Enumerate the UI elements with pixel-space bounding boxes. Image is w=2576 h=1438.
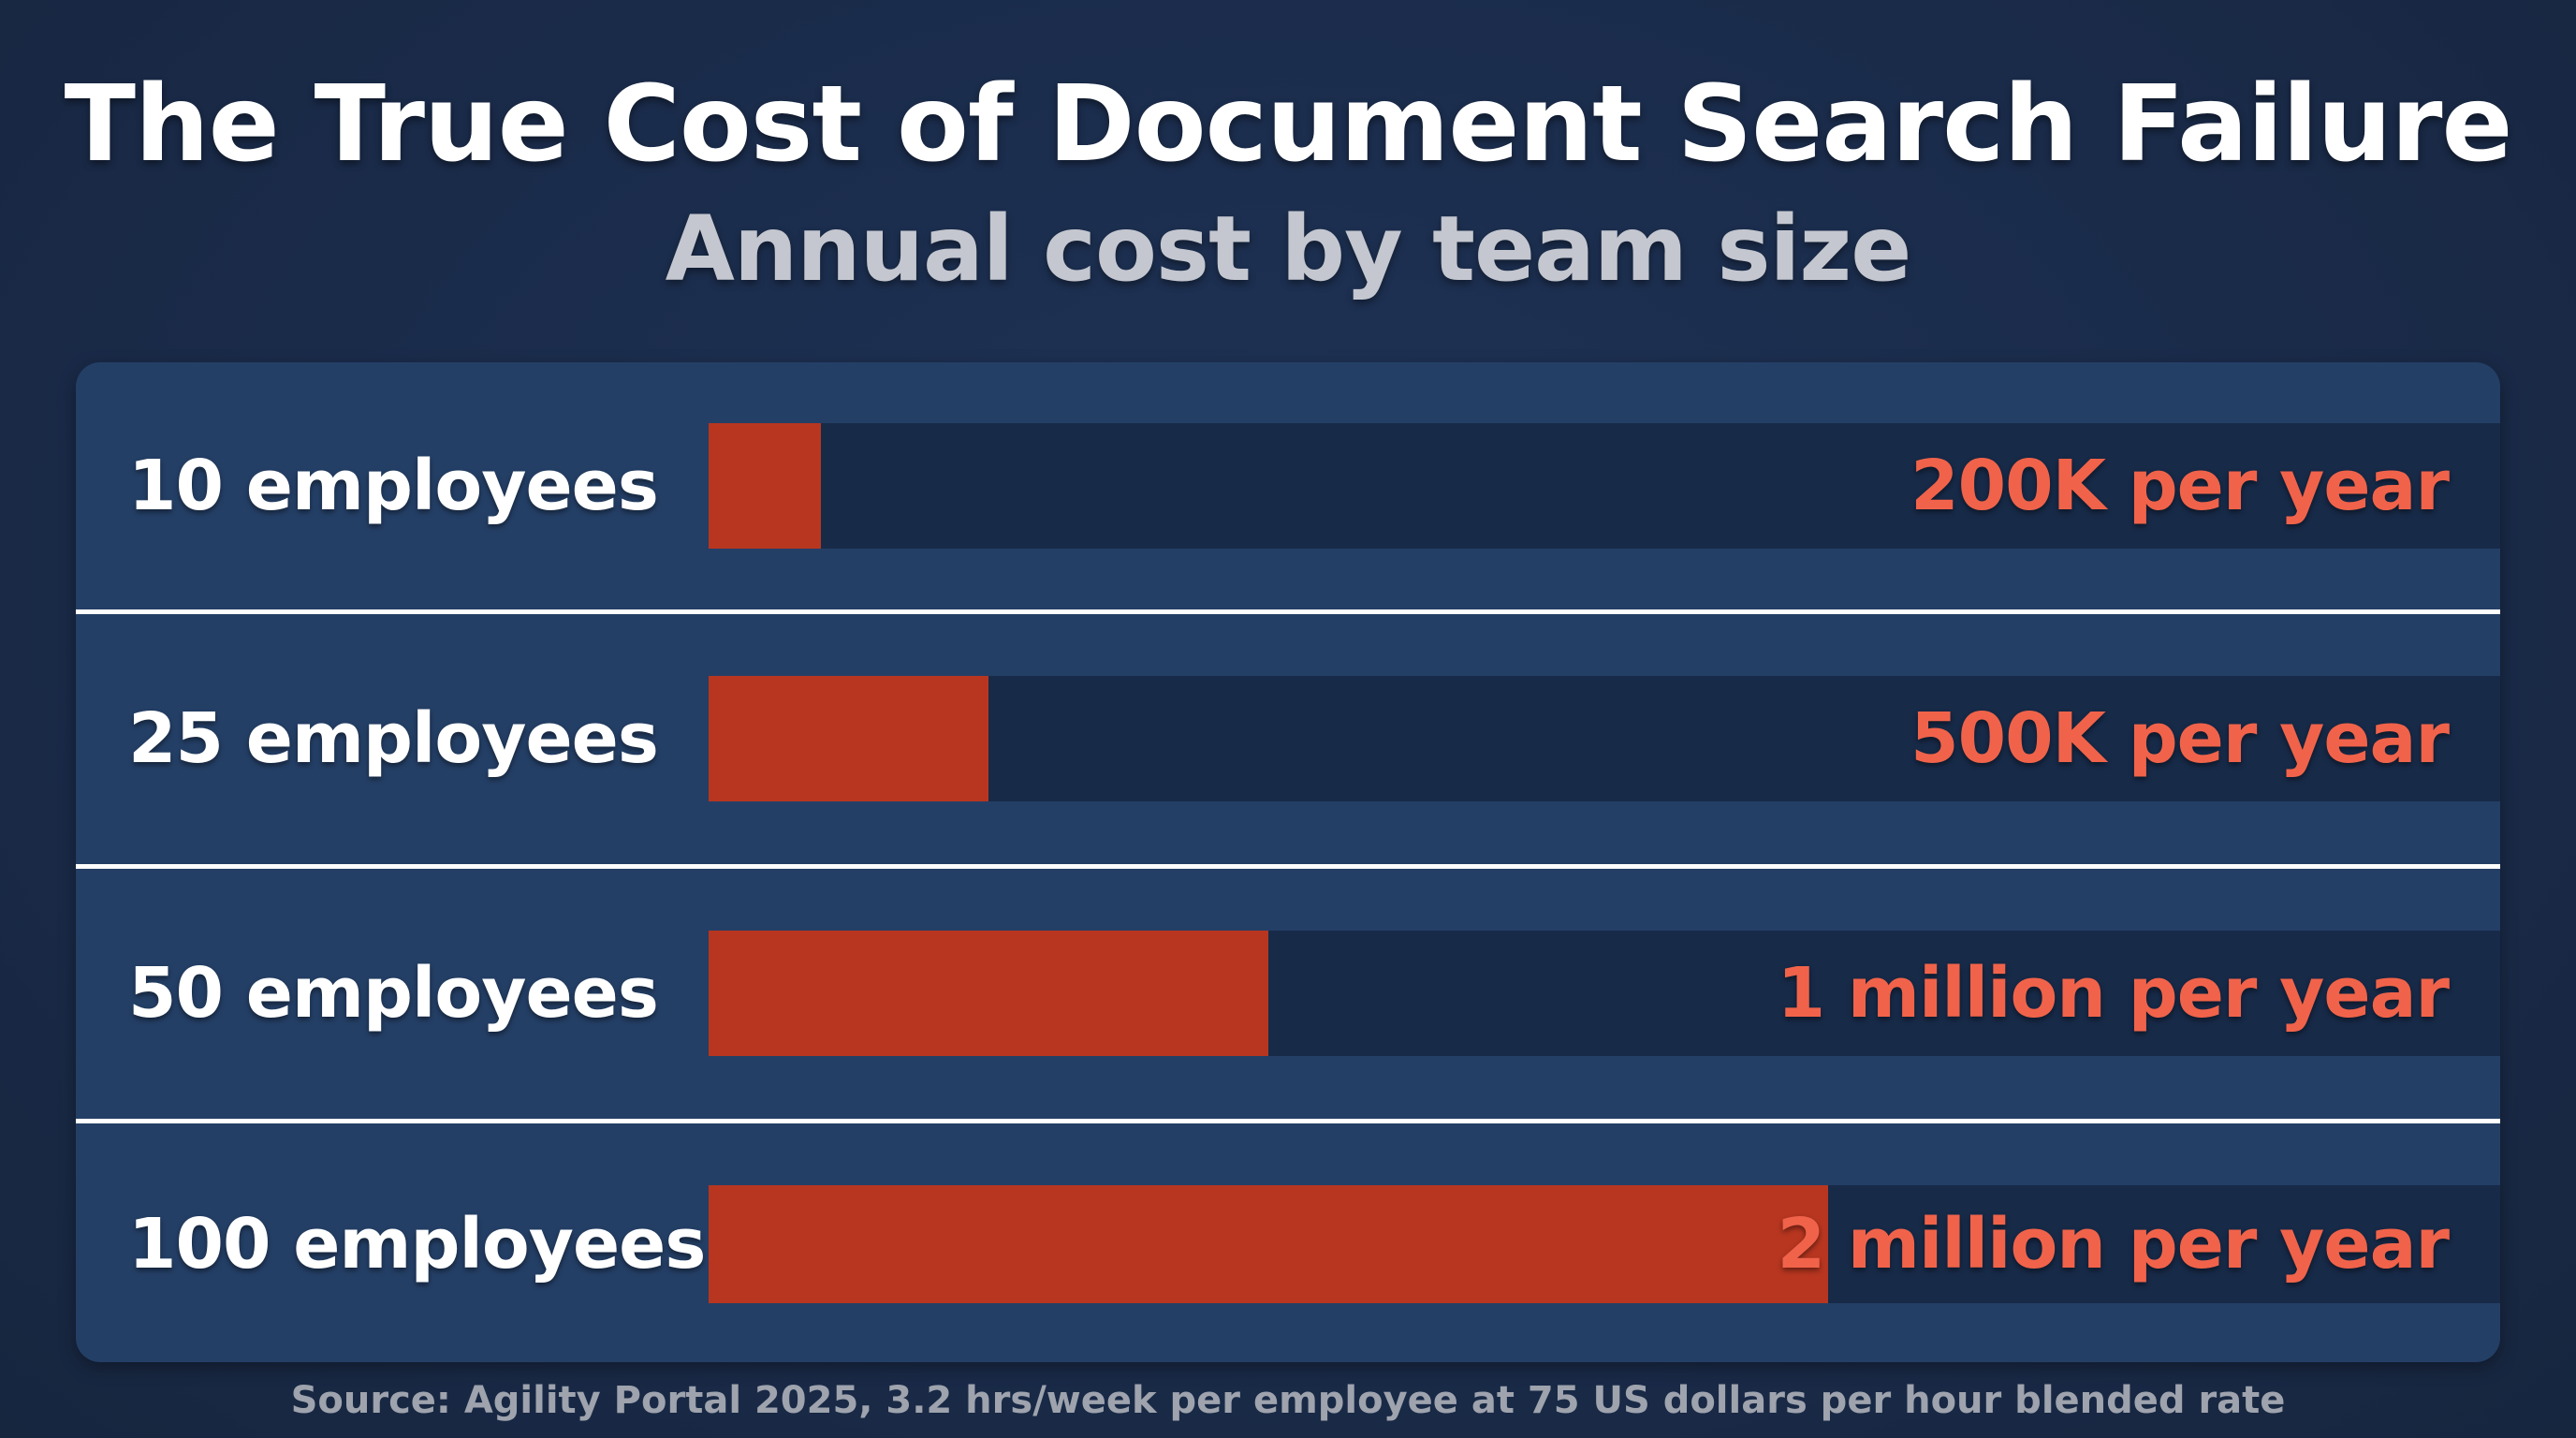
category-label: 100 employees: [128, 1204, 706, 1284]
bar-row: 100 employees 2 million per year: [76, 1123, 2500, 1362]
bar-row: 50 employees 1 million per year: [76, 869, 2500, 1119]
bar-row: 10 employees 200K per year: [76, 362, 2500, 609]
chart-title: The True Cost of Document Search Failure: [64, 64, 2513, 185]
data-label: 2 million per year: [1777, 1204, 2450, 1284]
row-divider: [76, 864, 2500, 869]
bar: [709, 423, 821, 549]
bar-track: [709, 1185, 2500, 1303]
category-label: 25 employees: [128, 698, 659, 779]
bar: [709, 1185, 1828, 1303]
bar: [709, 676, 988, 801]
category-label: 10 employees: [128, 446, 659, 526]
data-label: 1 million per year: [1777, 953, 2450, 1034]
chart-panel: 10 employees 200K per year 25 employees 500…: [76, 362, 2500, 1362]
bar-track: [709, 423, 2500, 549]
data-label: 200K per year: [1910, 446, 2450, 526]
bar-track: [709, 931, 2500, 1056]
row-divider: [76, 609, 2500, 614]
source-note: Source: Agility Portal 2025, 3.2 hrs/wee…: [290, 1379, 2286, 1422]
bar-row: 25 employees 500K per year: [76, 614, 2500, 864]
bar: [709, 931, 1268, 1056]
row-divider: [76, 1119, 2500, 1123]
bar-track: [709, 676, 2500, 801]
chart-subtitle: Annual cost by team size: [665, 197, 1912, 301]
data-label: 500K per year: [1910, 698, 2450, 779]
category-label: 50 employees: [128, 953, 659, 1034]
